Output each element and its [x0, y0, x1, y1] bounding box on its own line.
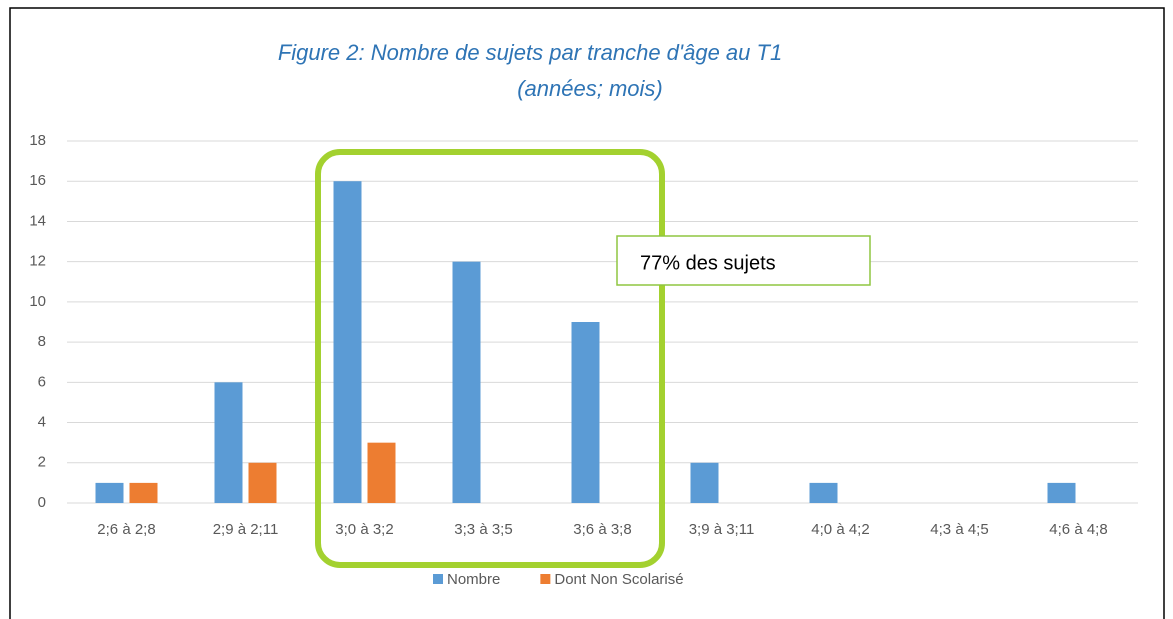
- y-tick-label: 12: [29, 253, 46, 270]
- legend-swatch: [433, 574, 443, 584]
- bar: [571, 322, 600, 503]
- legend-swatch: [540, 574, 551, 584]
- bar: [1047, 482, 1076, 503]
- y-tick-label: 10: [29, 293, 46, 310]
- bar: [214, 382, 243, 503]
- bar: [248, 462, 277, 503]
- y-tick-label: 2: [38, 454, 46, 471]
- legend-label: Dont Non Scolarisé: [554, 571, 683, 588]
- x-tick-label: 4;0 à 4;2: [811, 521, 869, 538]
- x-tick-label: 2;9 à 2;11: [213, 521, 279, 538]
- chart-subtitle: (années; mois): [517, 76, 663, 101]
- bar: [95, 482, 124, 503]
- x-tick-label: 4;6 à 4;8: [1049, 521, 1107, 538]
- bar: [690, 462, 719, 503]
- plot: 0 2 4 6 8 10 12 14 16 18 2;6 à 2;8 2;9 à 2;11 3;0 à …: [29, 132, 1138, 588]
- x-tick-label: 2;6 à 2;8: [97, 521, 155, 538]
- highlight-box: [315, 149, 665, 568]
- y-tick-label: 4: [38, 414, 46, 431]
- legend-label: Nombre: [447, 571, 500, 588]
- frame: [9, 7, 1165, 619]
- y-tick-label: 14: [29, 212, 46, 229]
- x-tick-label: 3;3 à 3;5: [454, 521, 512, 538]
- x-tick-label: 3;6 à 3;8: [573, 521, 631, 538]
- annotation-box: [616, 235, 871, 286]
- y-tick-label: 0: [38, 494, 46, 511]
- y-tick-label: 16: [29, 172, 46, 189]
- bar: [452, 261, 481, 503]
- bar: [809, 482, 838, 503]
- annotation: 77% des sujets: [640, 252, 776, 274]
- bar: [333, 181, 362, 503]
- x-tick-label: 3;0 à 3;2: [335, 521, 393, 538]
- bar: [129, 482, 158, 503]
- y-tick-label: 8: [38, 333, 46, 350]
- bar: [367, 442, 396, 503]
- chart-title: Figure 2: Nombre de sujets par tranche d…: [278, 40, 782, 65]
- x-tick-label: 4;3 à 4;5: [930, 521, 988, 538]
- y-tick-label: 6: [38, 373, 46, 390]
- y-tick-label: 18: [29, 132, 46, 149]
- x-tick-label: 3;9 à 3;11: [689, 521, 755, 538]
